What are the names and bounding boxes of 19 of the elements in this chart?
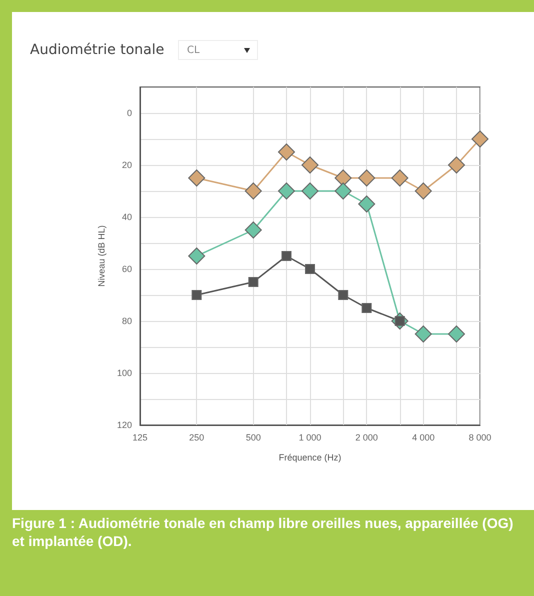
y-tick-label: 60	[122, 264, 132, 274]
x-tick-label: 2 000	[355, 432, 378, 442]
x-axis-title: Fréquence (Hz)	[278, 452, 342, 462]
dropdown: CL	[178, 40, 258, 60]
y-tick-label: 100	[116, 368, 132, 378]
y-tick-label: 0	[126, 108, 132, 118]
caption: Figure 1 : Audiométrie tonale en champ libre oreilles nues, appareillée (OG) et implantée (OD).	[12, 514, 514, 550]
y-tick-label: 40	[122, 212, 132, 222]
x-tick-label: 250	[189, 432, 204, 442]
y-axis-title: Niveau (dB HL)	[96, 225, 107, 287]
x-tick-label: 4 000	[412, 432, 435, 442]
x-tick-label: 125	[132, 432, 148, 442]
chart-title: Audiométrie tonale	[30, 42, 164, 58]
y-tick-label: 20	[122, 160, 132, 170]
y-tick-label: 120	[116, 420, 132, 430]
x-tick-label: 1 000	[298, 432, 322, 442]
y-tick-label: 80	[122, 316, 132, 326]
x-tick-label: 8 000	[468, 432, 492, 442]
x-tick-label: 500	[246, 432, 261, 442]
